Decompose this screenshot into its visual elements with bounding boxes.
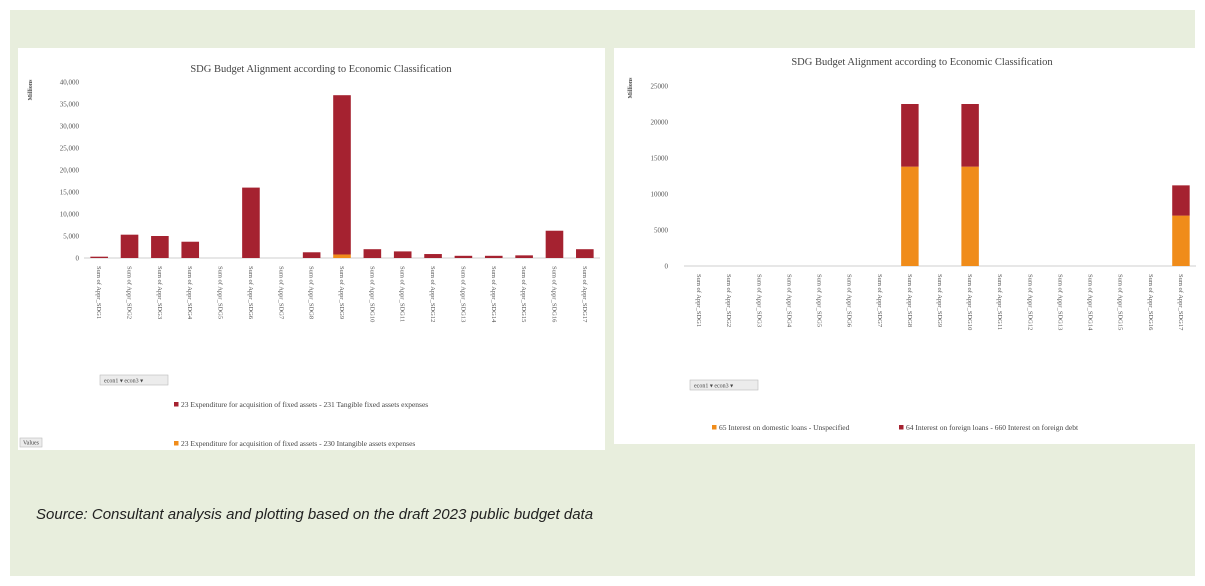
- y-tick-label: 15,000: [60, 189, 80, 197]
- y-axis-label: Millions: [28, 79, 34, 101]
- x-tick-label: Sum of Appr_SDG14: [490, 266, 497, 323]
- y-tick-label: 30,000: [60, 123, 80, 131]
- values-button: Values: [19, 437, 43, 448]
- bar-upper-10: [363, 249, 382, 258]
- x-tick-label: Sum of Appr_SDG4: [785, 274, 792, 328]
- legend-swatch-1: [712, 425, 717, 430]
- x-tick-label: Sum of Appr_SDG3: [156, 266, 163, 319]
- legend-label-1: 23 Expenditure for acquisition of fixed …: [181, 439, 415, 448]
- y-axis-label: Millions: [628, 77, 634, 99]
- x-tick-label: Sum of Appr_SDG9: [936, 274, 943, 327]
- bar-upper-8: [901, 104, 919, 167]
- y-tick-label: 5,000: [63, 233, 79, 241]
- bar-upper-1: [90, 256, 108, 258]
- figure-frame: SDG Budget Alignment according to Econom…: [10, 10, 1196, 576]
- chart-right: SDG Budget Alignment according to Econom…: [628, 57, 1196, 432]
- legend-swatch-1: [174, 441, 179, 446]
- x-tick-label: Sum of Appr_SDG13: [459, 266, 466, 322]
- y-tick-label: 0: [665, 263, 669, 271]
- bar-upper-2: [120, 234, 139, 258]
- y-tick-label: 40,000: [60, 79, 80, 87]
- x-tick-label: Sum of Appr_SDG17: [581, 266, 588, 323]
- x-tick-label: Sum of Appr_SDG11: [399, 266, 406, 322]
- x-tick-label: Sum of Appr_SDG14: [1087, 274, 1094, 331]
- x-tick-label: Sum of Appr_SDG10: [966, 274, 973, 330]
- x-tick-label: Sum of Appr_SDG7: [876, 274, 883, 328]
- bar-upper-13: [454, 255, 473, 258]
- chart-left: SDG Budget Alignment according to Econom…: [19, 64, 600, 448]
- bar-lower-17: [1172, 215, 1190, 266]
- filter-button-box: [689, 379, 759, 391]
- bar-lower-8: [901, 166, 919, 266]
- legend-label-2: 64 Interest on foreign loans - 660 Inter…: [906, 423, 1079, 432]
- x-tick-label: Sum of Appr_SDG9: [338, 266, 345, 319]
- bar-lower-10: [961, 166, 979, 266]
- bar-upper-9: [333, 95, 351, 255]
- bar-upper-4: [181, 241, 200, 258]
- legend-label-1: 65 Interest on domestic loans - Unspecif…: [719, 423, 850, 432]
- y-tick-label: 10000: [651, 191, 669, 199]
- x-tick-label: Sum of Appr_SDG1: [95, 266, 102, 319]
- chart-panel-left: SDG Budget Alignment according to Econom…: [18, 48, 605, 450]
- values-button-box: [19, 437, 43, 448]
- x-tick-label: Sum of Appr_SDG3: [755, 274, 762, 327]
- x-tick-label: Sum of Appr_SDG7: [277, 266, 284, 320]
- y-tick-label: 10,000: [60, 211, 80, 219]
- x-tick-label: Sum of Appr_SDG11: [996, 274, 1003, 330]
- x-tick-label: Sum of Appr_SDG6: [846, 274, 853, 328]
- x-tick-label: Sum of Appr_SDG6: [247, 266, 254, 320]
- bar-upper-3: [151, 236, 169, 258]
- filter-button-label: econ1 ▾ econ3 ▾: [104, 379, 143, 385]
- x-tick-label: Sum of Appr_SDG2: [126, 266, 133, 319]
- x-tick-label: Sum of Appr_SDG8: [308, 266, 315, 319]
- filter-button-box: [99, 374, 169, 386]
- bar-upper-10: [961, 104, 979, 167]
- y-tick-label: 0: [76, 255, 80, 263]
- bar-upper-17: [576, 249, 594, 258]
- x-tick-label: Sum of Appr_SDG15: [520, 266, 527, 322]
- legend-label-2: 23 Expenditure for acquisition of fixed …: [181, 400, 428, 409]
- bar-upper-14: [484, 255, 503, 258]
- x-tick-label: Sum of Appr_SDG13: [1056, 274, 1063, 330]
- y-tick-label: 15000: [651, 155, 669, 163]
- x-tick-label: Sum of Appr_SDG5: [816, 274, 823, 327]
- source-note: Source: Consultant analysis and plotting…: [36, 506, 594, 523]
- bar-upper-8: [302, 252, 321, 258]
- y-tick-label: 20,000: [60, 167, 80, 175]
- values-button-label: Values: [23, 441, 40, 447]
- legend-swatch-2: [899, 425, 904, 430]
- x-tick-label: Sum of Appr_SDG15: [1117, 274, 1124, 330]
- y-tick-label: 20000: [651, 119, 669, 127]
- x-tick-label: Sum of Appr_SDG5: [217, 266, 224, 319]
- x-tick-label: Sum of Appr_SDG8: [906, 274, 913, 327]
- bar-lower-9: [333, 254, 351, 258]
- chart-panel-right: SDG Budget Alignment according to Econom…: [614, 48, 1196, 444]
- legend-swatch-2: [174, 402, 179, 407]
- x-tick-label: Sum of Appr_SDG16: [1147, 274, 1154, 331]
- bar-upper-12: [424, 254, 442, 258]
- bar-upper-16: [545, 230, 564, 258]
- x-tick-label: Sum of Appr_SDG17: [1177, 274, 1184, 331]
- x-tick-label: Sum of Appr_SDG12: [429, 266, 436, 322]
- x-tick-label: Sum of Appr_SDG16: [550, 266, 557, 323]
- x-tick-label: Sum of Appr_SDG2: [725, 274, 732, 327]
- bar-upper-15: [515, 255, 533, 258]
- bar-upper-17: [1172, 185, 1190, 216]
- chart-title: SDG Budget Alignment according to Econom…: [791, 57, 1053, 68]
- chart-title: SDG Budget Alignment according to Econom…: [190, 64, 452, 75]
- y-tick-label: 5000: [654, 227, 669, 235]
- x-tick-label: Sum of Appr_SDG4: [186, 266, 193, 320]
- y-tick-label: 35,000: [60, 101, 80, 109]
- y-tick-label: 25,000: [60, 145, 80, 153]
- y-tick-label: 25000: [651, 83, 669, 91]
- x-tick-label: Sum of Appr_SDG1: [695, 274, 702, 327]
- bar-upper-6: [242, 187, 260, 258]
- filter-button: econ1 ▾ econ3 ▾: [99, 374, 169, 386]
- filter-button-label: econ1 ▾ econ3 ▾: [694, 384, 733, 390]
- x-tick-label: Sum of Appr_SDG12: [1026, 274, 1033, 330]
- filter-button: econ1 ▾ econ3 ▾: [689, 379, 759, 391]
- x-tick-label: Sum of Appr_SDG10: [368, 266, 375, 322]
- bar-upper-11: [393, 251, 412, 258]
